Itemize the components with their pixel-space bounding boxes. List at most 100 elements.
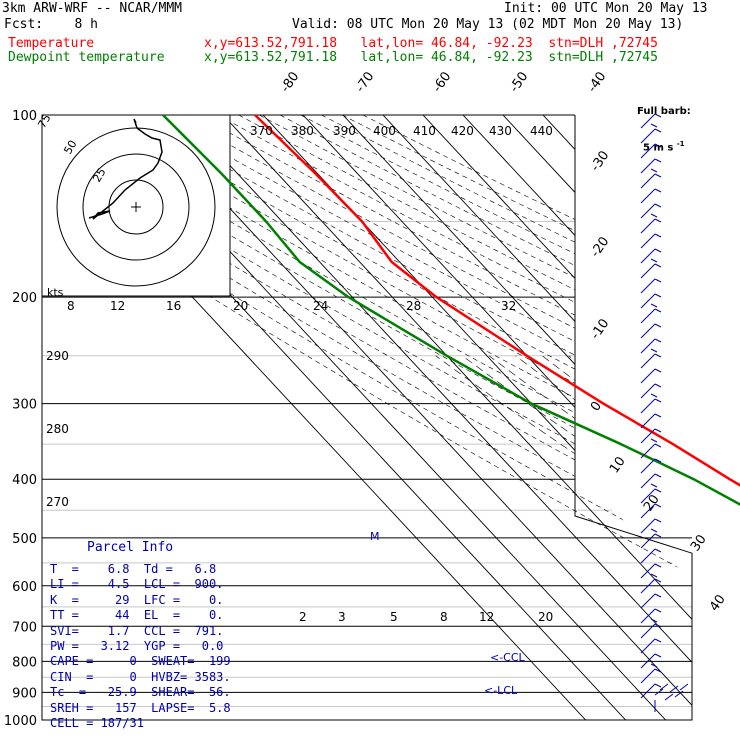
pressure-tick-label: 300 <box>12 398 37 413</box>
dry-adiabat <box>42 115 692 720</box>
dewpoint-line <box>162 114 740 506</box>
parcel-info-table: T = 6.8 Td = 6.8 LI = 4.5 LCL = 900. K = 2… <box>50 562 231 731</box>
wind-barb-flag <box>654 638 662 643</box>
wind-barb-flag <box>654 308 662 313</box>
wind-barb-flag <box>654 338 662 343</box>
pressure-tick-label: 200 <box>12 291 37 306</box>
wind-barb <box>674 690 684 698</box>
wind-barb-flag <box>650 393 658 398</box>
wind-barb <box>640 398 656 414</box>
wind-barb <box>640 443 656 459</box>
dry-adiabat <box>176 115 692 720</box>
hodograph-speed-label: 12 <box>110 299 125 313</box>
wind-barb <box>640 158 656 174</box>
wind-barb-flag <box>654 488 662 493</box>
mixing-ratio-label: 20 <box>538 610 553 624</box>
model-title: 3km ARW-WRF -- NCAR/MMM <box>2 1 183 16</box>
hodograph-ring-label: 25 <box>90 166 108 185</box>
mixing-ratio-label: 2 <box>299 610 307 624</box>
dry-adiabat-label: 280 <box>46 422 69 436</box>
temperature-tick-label: -50 <box>507 69 531 95</box>
wind-barb-flag <box>654 593 662 598</box>
parcel-row: K = 29 LFC = 0. <box>50 592 224 607</box>
dry-adiabat <box>114 115 692 720</box>
wind-barb-flag <box>654 413 662 418</box>
wind-barb-flag <box>654 218 662 223</box>
parcel-row: SREH = 157 LAPSE= 5.8 <box>50 700 231 715</box>
wind-barb <box>679 683 689 691</box>
wind-barb <box>640 143 656 159</box>
wind-barb-flag <box>650 618 658 623</box>
wind-barb <box>640 248 656 264</box>
temperature-tick-label: -10 <box>588 316 612 342</box>
hodograph-speed-label: 8 <box>67 299 75 313</box>
wind-barb-flag <box>654 158 662 163</box>
wind-barb <box>640 113 656 129</box>
wind-barb-flag <box>654 548 662 553</box>
theta-tick-label: 440 <box>530 124 553 138</box>
wind-barb <box>669 685 679 693</box>
dry-adiabat-label: 290 <box>46 349 69 363</box>
pressure-tick-label: 100 <box>12 109 37 124</box>
wind-barb-flag <box>654 683 662 688</box>
mixing-ratio-label: 3 <box>338 610 346 624</box>
wind-barb <box>640 653 656 669</box>
hodograph-ring-label: 75 <box>35 112 53 131</box>
wind-barb <box>640 638 656 654</box>
parcel-row: CELL = 187/31 <box>50 716 144 731</box>
wind-barb-flag <box>654 143 662 148</box>
hodograph-speed-label: 24 <box>313 299 328 313</box>
isotherm-line <box>622 115 692 720</box>
wind-barb <box>640 308 656 324</box>
isotherm-line <box>662 115 692 720</box>
wind-barb <box>640 488 656 504</box>
pressure-tick-label: 900 <box>12 686 37 701</box>
m-marker: M <box>370 530 380 543</box>
wind-barb <box>640 668 656 684</box>
hodograph-ring <box>82 153 190 261</box>
wind-barb <box>640 323 656 339</box>
wind-barb <box>640 263 656 279</box>
wind-barb-flag <box>654 278 662 283</box>
wind-barb <box>640 623 656 639</box>
wind-barb <box>640 233 656 249</box>
temperature-tick-label: -80 <box>278 69 302 95</box>
theta-tick-label: 430 <box>489 124 512 138</box>
hodograph-speed-label: 20 <box>233 299 248 313</box>
wind-barb-flag <box>654 608 662 613</box>
parcel-row: T = 6.8 Td = 6.8 <box>50 562 217 576</box>
hodograph-speed-label: 32 <box>501 299 516 313</box>
wind-barb-flag <box>654 503 662 508</box>
dewpoint-label: Dewpoint temperature <box>8 50 165 65</box>
theta-tick-label: 420 <box>451 124 474 138</box>
dewpoint-location: x,y=613.52,791.18 lat,lon= 46.84, -92.23… <box>204 50 658 65</box>
sounding-curves <box>162 114 740 506</box>
wind-barb-flag <box>650 213 658 218</box>
wind-barb-flag <box>650 528 658 533</box>
wind-barb-flag <box>650 348 658 353</box>
wind-barb <box>640 278 656 294</box>
dry-adiabat <box>155 115 692 720</box>
wind-barb <box>640 458 656 474</box>
wind-barb-flag <box>654 458 662 463</box>
wind-barb <box>640 578 656 594</box>
barb-legend-line1: Full barb: <box>637 106 691 117</box>
pressure-tick-label: 1000 <box>4 714 37 729</box>
wind-barb <box>640 518 656 534</box>
pressure-tick-label: 500 <box>12 532 37 547</box>
theta-tick-label: 380 <box>291 124 314 138</box>
wind-barb-flag <box>654 173 662 178</box>
temperature-label: Temperature <box>8 36 95 51</box>
wind-barb-flag <box>654 623 662 628</box>
hodograph-units: kts <box>47 286 64 299</box>
wind-barb <box>640 413 656 429</box>
mixing-ratio-label: 8 <box>440 610 448 624</box>
diagram-border <box>41 115 693 721</box>
temperature-tick-label: -20 <box>588 234 612 260</box>
hodograph-speed-label: 28 <box>406 299 421 313</box>
dry-adiabat <box>279 115 692 720</box>
wind-barb <box>659 683 669 691</box>
temperature-tick-label: 30 <box>688 532 710 554</box>
wind-barb <box>640 128 656 144</box>
wind-barb <box>640 428 656 444</box>
